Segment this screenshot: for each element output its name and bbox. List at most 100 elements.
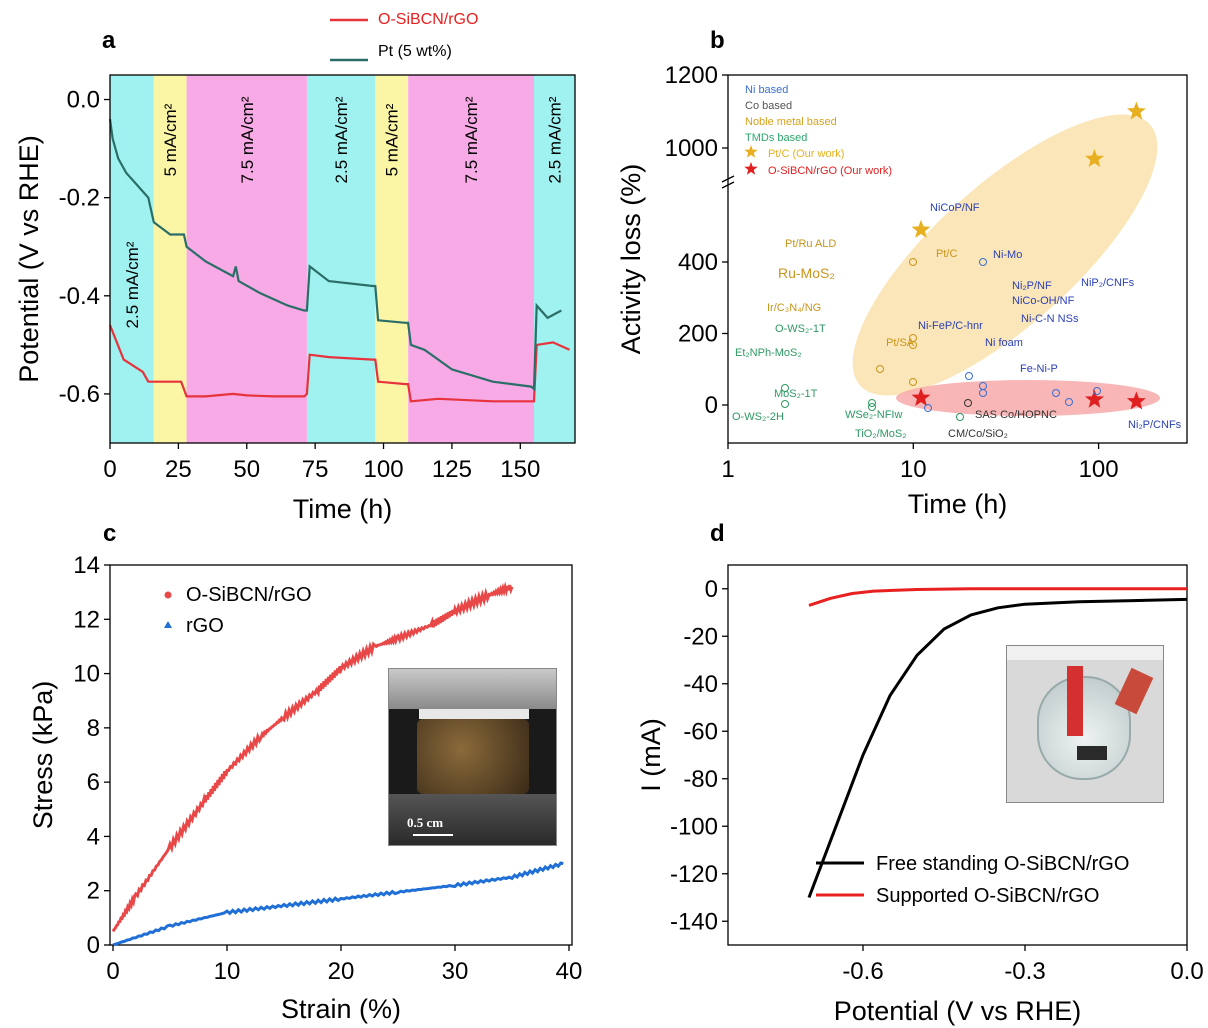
legend-label: Free standing O-SiBCN/rGO <box>876 853 1129 875</box>
literature-label: NiP₂/CNFs <box>1081 277 1135 289</box>
y-tick-label: 12 <box>73 606 100 633</box>
literature-point <box>1093 387 1101 395</box>
plot-frame <box>727 564 1188 946</box>
x-tick-label: 75 <box>302 456 329 483</box>
plot-frame <box>727 74 1188 444</box>
x-tick-label: 100 <box>364 456 404 483</box>
panel-letter: d <box>710 520 725 547</box>
band-label: 7.5 mA/cm² <box>462 96 481 183</box>
x-tick-label: 150 <box>500 456 540 483</box>
y-tick-label: 10 <box>73 661 100 688</box>
y-tick-label: -100 <box>670 813 718 840</box>
legend-label: Noble metal based <box>745 116 837 128</box>
legend-marker <box>164 591 172 599</box>
legend-label: Pt (5 wt%) <box>378 43 452 60</box>
literature-label: Ni-Mo <box>993 249 1022 261</box>
y-tick-label: 400 <box>678 249 718 276</box>
x-tick-label: 0 <box>106 958 119 985</box>
literature-point <box>781 400 789 408</box>
literature-label: MoS₂-1T <box>774 388 818 400</box>
x-axis-label: Time (h) <box>293 494 393 524</box>
literature-label: Ni foam <box>985 337 1023 349</box>
y-tick-label: 0.0 <box>67 87 100 114</box>
y-tick-label: 14 <box>73 552 100 579</box>
panel-a: a 2.5 mA/cm² 5 mA/cm² 7.5 mA/cm² 2.5 mA/cm² 5… <box>14 11 576 524</box>
x-tick-label: 1 <box>721 456 734 483</box>
y-tick-label: 200 <box>678 321 718 348</box>
literature-label: Ni₂P/CNFs <box>1128 419 1182 431</box>
legend-label: O-SiBCN/rGO <box>378 11 478 28</box>
y-tick-label: 1000 <box>665 135 718 162</box>
y-tick-label: 0 <box>705 392 718 419</box>
literature-point <box>909 341 917 349</box>
y-tick-label: -20 <box>683 623 718 650</box>
current-band <box>110 75 154 443</box>
legend-label: O-SiBCN/rGO (Our work) <box>768 165 892 177</box>
current-band <box>533 75 575 443</box>
osibcn-star <box>1126 391 1146 410</box>
literature-point <box>868 399 876 407</box>
osibcn-star <box>1085 389 1104 408</box>
literature-point <box>979 389 987 397</box>
y-tick-label: -140 <box>670 908 718 935</box>
y-axis-label: Potential (V vs RHE) <box>14 135 44 383</box>
ptc-star <box>1085 148 1104 167</box>
literature-label: Ni₂P/NF <box>1012 280 1052 292</box>
literature-point <box>964 399 972 407</box>
literature-label: SAS Co/HOPNC <box>975 409 1057 421</box>
literature-point <box>965 372 973 380</box>
literature-point <box>979 258 987 266</box>
literature-label: O-WS₂-2H <box>732 411 784 423</box>
current-band <box>306 75 376 443</box>
legend-label: Pt/C (Our work) <box>768 148 844 160</box>
series-line <box>108 119 562 392</box>
inset-photo-electrode <box>1006 645 1164 803</box>
legend-star <box>744 145 758 158</box>
literature-point <box>1065 398 1073 406</box>
literature-label: Ni-C-N NSs <box>1021 313 1079 325</box>
band-label: 5 mA/cm² <box>383 103 402 176</box>
y-tick-label: 4 <box>87 823 100 850</box>
y-tick-label: 2 <box>87 878 100 905</box>
literature-label: O-WS₂-1T <box>775 323 826 335</box>
literature-label: Fe-Ni-P <box>1020 363 1058 375</box>
series-line <box>108 324 570 403</box>
x-tick-label: 10 <box>900 456 927 483</box>
literature-label: Et₂NPh-MoS₂ <box>735 347 802 359</box>
y-axis-label: I (mA) <box>636 718 666 792</box>
x-tick-label: 0.0 <box>1170 958 1203 985</box>
panel-letter: c <box>103 520 116 547</box>
legend-label: rGO <box>186 615 224 637</box>
series-line <box>111 581 514 933</box>
literature-label: CM/Co/SiO₂ <box>948 428 1008 440</box>
literature-label: WSe₂-NFIw <box>845 409 902 421</box>
legend-marker <box>164 621 172 628</box>
literature-label: Pt/Ru ALD <box>785 238 836 250</box>
current-band <box>186 75 307 443</box>
y-tick-label: -120 <box>670 861 718 888</box>
x-tick-label: 100 <box>1079 456 1119 483</box>
legend-label: Ni based <box>745 84 788 96</box>
band-label: 2.5 mA/cm² <box>123 241 142 328</box>
panel-c: c 0 10 20 30 40 0 2 4 6 8 10 12 14 Strain (%) Stress (k… <box>28 520 582 1024</box>
x-tick-label: 30 <box>442 958 469 985</box>
x-tick-label: 10 <box>214 958 241 985</box>
plot-frame <box>109 74 576 444</box>
literature-label: NiCo-OH/NF <box>1012 295 1075 307</box>
y-tick-label: -60 <box>683 718 718 745</box>
series-line <box>807 597 1188 899</box>
x-tick-label: 0 <box>103 456 116 483</box>
literature-point <box>956 413 964 421</box>
literature-point <box>1052 389 1060 397</box>
scale-bar-label: 0.5 cm <box>407 815 444 830</box>
literature-point <box>781 384 789 392</box>
literature-point <box>924 404 932 412</box>
legend-label: Supported O-SiBCN/rGO <box>876 885 1099 907</box>
literature-point <box>868 403 876 411</box>
band-label: 2.5 mA/cm² <box>332 96 351 183</box>
ptc-star <box>1126 101 1146 120</box>
legend-label: Co based <box>745 100 792 112</box>
panel-d: d -0.6 -0.3 0.0 0 -20 -40 -60 -80 -100 -120 -140 Pot… <box>636 520 1204 1026</box>
